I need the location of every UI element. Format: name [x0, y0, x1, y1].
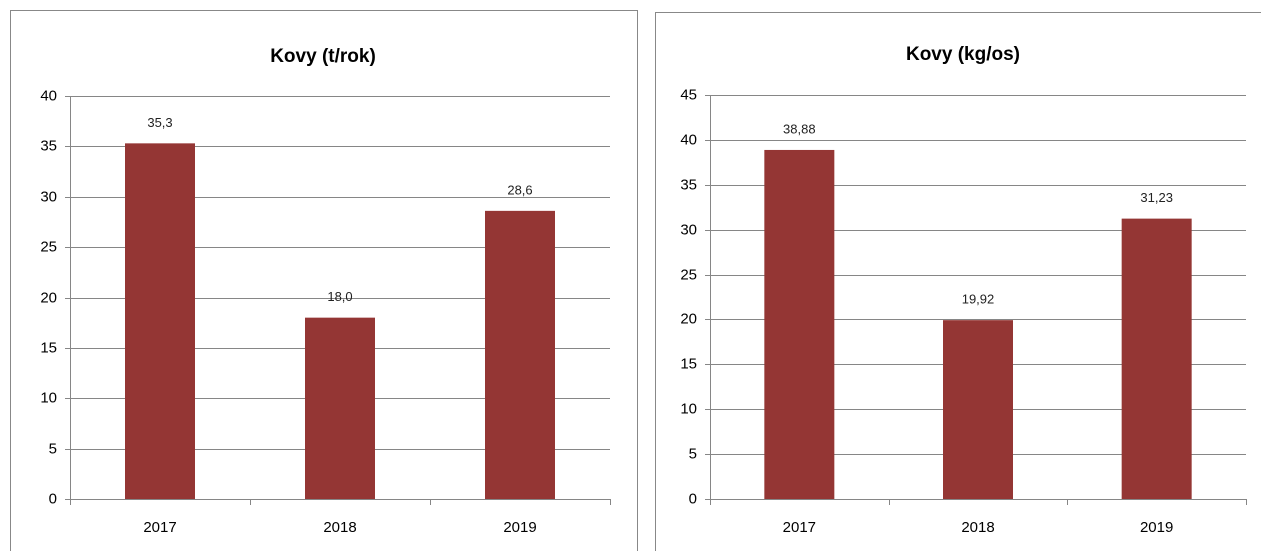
data-label: 31,23: [1140, 190, 1173, 205]
y-tick-label: 20: [40, 289, 57, 306]
y-tick-label: 25: [680, 266, 697, 283]
x-tick-label: 2019: [1140, 519, 1173, 536]
bar: [1121, 218, 1192, 499]
bar: [943, 320, 1013, 499]
y-tick-label: 10: [680, 400, 697, 417]
data-label: 18,0: [327, 289, 352, 304]
y-tick-label: 25: [40, 238, 57, 255]
data-label: 19,92: [962, 292, 995, 307]
y-tick-label: 5: [689, 445, 697, 462]
chart-title: Kovy (kg/os): [906, 44, 1020, 65]
bar: [764, 149, 835, 499]
y-tick-label: 15: [680, 355, 697, 372]
chart-frame: [10, 10, 638, 551]
x-tick-label: 2019: [503, 519, 536, 536]
x-tick-label: 2018: [961, 519, 994, 536]
bar: [305, 317, 375, 499]
y-tick-label: 0: [49, 490, 57, 507]
y-tick-label: 5: [49, 440, 57, 457]
x-tick-label: 2018: [323, 519, 356, 536]
y-tick-label: 20: [680, 310, 697, 327]
bar: [485, 210, 555, 500]
x-tick-label: 2017: [143, 519, 176, 536]
data-label: 35,3: [147, 115, 172, 130]
chart-frame: [655, 12, 1261, 551]
y-tick-label: 30: [680, 221, 697, 238]
chart-title: Kovy (t/rok): [270, 46, 376, 67]
y-tick-label: 35: [40, 137, 57, 154]
data-label: 28,6: [507, 182, 532, 197]
bar: [125, 143, 195, 500]
data-label: 38,88: [783, 121, 816, 136]
y-tick-label: 30: [40, 188, 57, 205]
y-tick-label: 15: [40, 339, 57, 356]
y-tick-label: 0: [689, 490, 697, 507]
y-tick-label: 10: [40, 389, 57, 406]
y-tick-label: 40: [40, 87, 57, 104]
x-tick-label: 2017: [783, 519, 816, 536]
y-tick-label: 40: [680, 131, 697, 148]
y-tick-label: 35: [680, 176, 697, 193]
y-tick-label: 45: [680, 86, 697, 103]
